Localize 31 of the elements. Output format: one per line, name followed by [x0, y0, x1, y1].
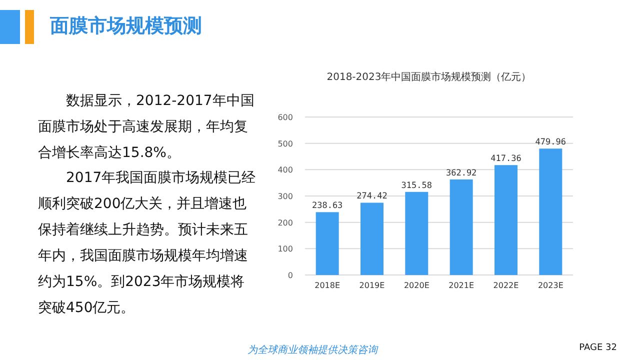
x-tick-label: 2019E [359, 281, 385, 290]
y-tick-label: 0 [288, 271, 293, 280]
bar [316, 212, 339, 275]
y-tick-label: 300 [278, 192, 293, 201]
data-label: 479.96 [535, 138, 566, 148]
x-tick-label: 2023E [538, 281, 564, 290]
bar [494, 165, 518, 275]
y-tick-label: 600 [278, 113, 293, 122]
data-label: 362.92 [446, 168, 477, 178]
text: 数据显示，2012-2017年中国面膜市场处于高速发展期，年均复合增长率高达15.8%。 [38, 92, 256, 163]
x-tick-label: 2021E [448, 281, 474, 290]
data-label: 274.42 [356, 192, 388, 202]
x-tick-label: 2020E [404, 281, 430, 290]
y-tick-label: 400 [278, 166, 293, 175]
y-tick-label: 500 [278, 139, 293, 148]
bar [360, 202, 384, 275]
y-tick-label: 100 [278, 244, 293, 254]
y-tick-label: 200 [278, 218, 293, 228]
slide-heading: 面膜市场规模预测 [50, 14, 202, 39]
text: 2017年我国面膜市场规模已经顺利突破200亿大关，并且增速也保持着继续上升趋势。预计未来五年内，我国面膜市场规模年均增速约为15%。到2023年市场规模将突破450亿元。 [38, 169, 257, 318]
bar [450, 179, 473, 275]
bar [539, 148, 562, 275]
x-tick-label: 2018E [314, 281, 340, 290]
text: 为全球商业领袖提供决策咨询 [248, 345, 378, 356]
data-label: 238.63 [312, 201, 343, 212]
chart-title: 2018-2023年中国面膜市场规模预测（亿元） [326, 71, 532, 83]
data-label: 315.58 [401, 180, 432, 191]
text: PAGE 32 [579, 343, 617, 353]
x-tick-label: 2022E [493, 281, 519, 290]
data-label: 417.36 [490, 154, 522, 164]
bar [405, 192, 428, 275]
